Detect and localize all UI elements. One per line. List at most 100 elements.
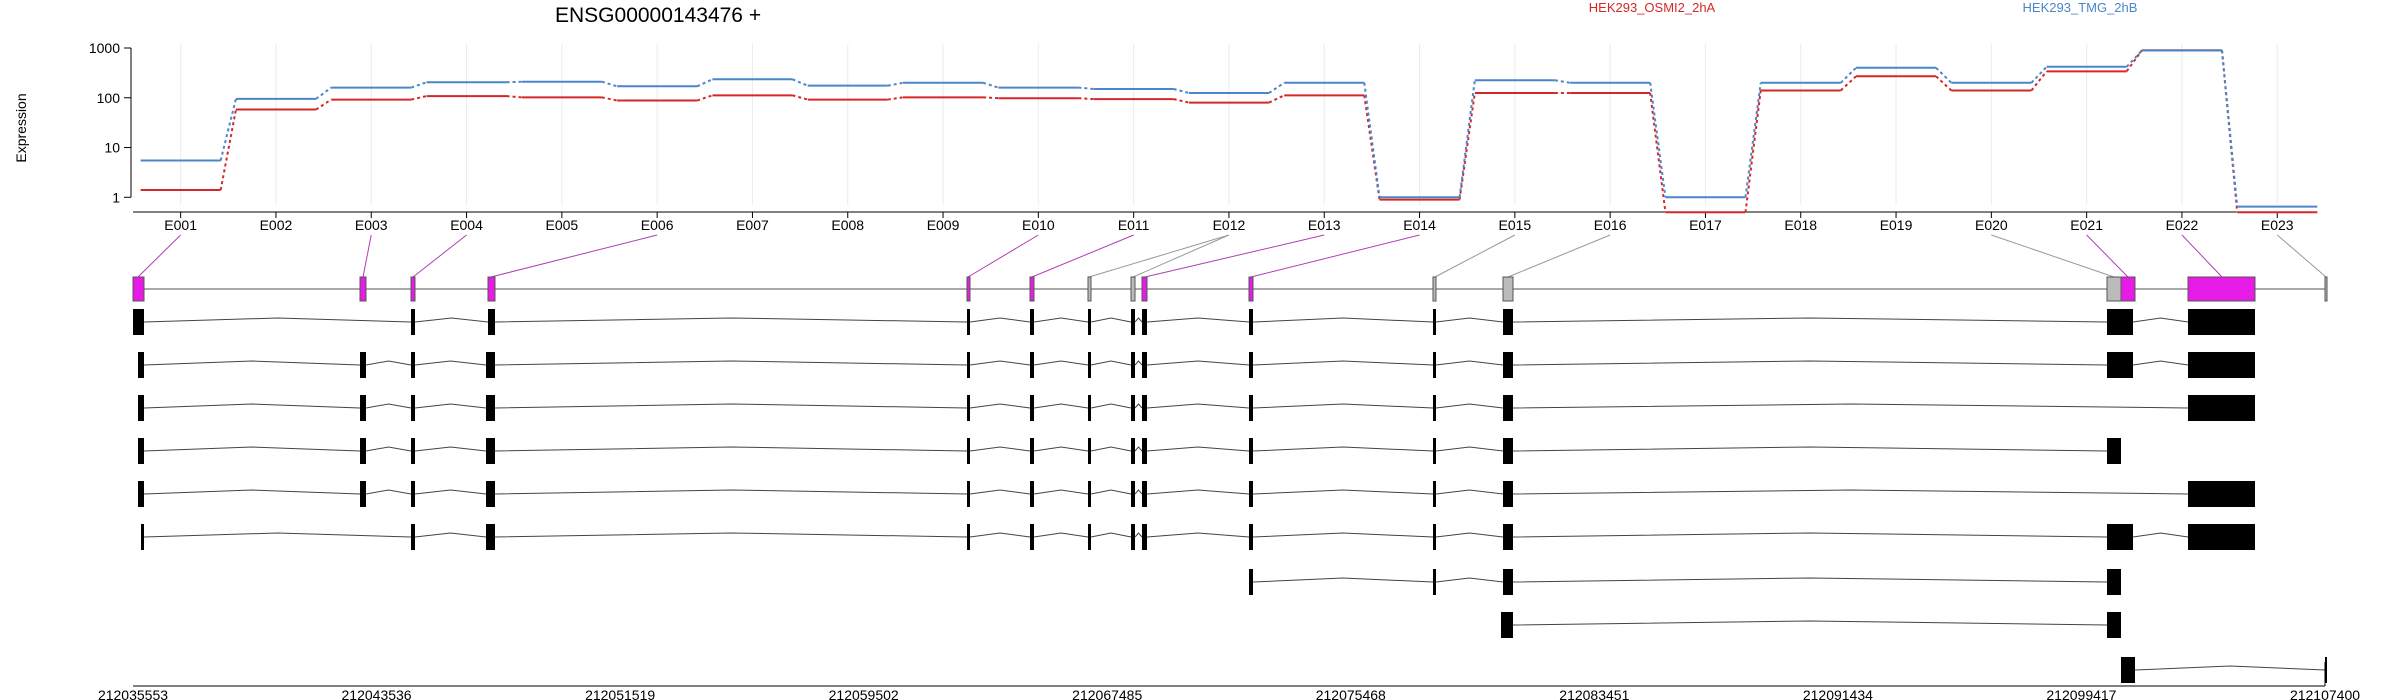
genome-axis: 212035553 212043536 212051519 212059502 2120…	[98, 662, 2360, 700]
legend-series-1: HEK293_OSMI2_2hA	[1589, 0, 1716, 15]
exon-connector	[362, 234, 372, 278]
exon-block	[2106, 276, 2122, 302]
y-tick-label: 1000	[89, 40, 120, 56]
transcript-exon	[1088, 438, 1091, 464]
transcript-exon	[1433, 352, 1436, 378]
exon-connector	[1250, 234, 1420, 278]
series-connector	[1649, 82, 1667, 198]
exon-connector	[1031, 234, 1134, 278]
intron-line	[1033, 317, 1089, 323]
intron-line	[1252, 360, 1434, 366]
transcript-exon	[486, 395, 495, 421]
transcript-exon	[360, 352, 366, 378]
exon-block	[2120, 276, 2136, 302]
intron-line	[1146, 360, 1250, 366]
transcript-exon	[1088, 352, 1091, 378]
transcript-exon	[411, 481, 415, 507]
x-tick-label: E002	[260, 217, 293, 233]
transcript-exon	[1088, 524, 1091, 550]
intron-line	[414, 532, 487, 538]
genome-tick-label: 212083451	[1559, 687, 1629, 700]
series-connector	[315, 86, 332, 100]
exon-connector	[1088, 234, 1230, 278]
exon-connector	[2086, 234, 2129, 278]
intron-line	[414, 403, 487, 409]
series-connector	[1173, 98, 1190, 104]
exon-connectors	[137, 234, 2327, 278]
transcript-exon	[1433, 438, 1436, 464]
exon-connector	[412, 234, 467, 278]
transcript-exon	[2107, 352, 2133, 378]
x-tick-label: E021	[2070, 217, 2103, 233]
transcript-exon	[1030, 309, 1034, 335]
intron-line	[143, 489, 361, 495]
series-2	[140, 49, 2318, 208]
transcript-exon	[1142, 395, 1147, 421]
exon-block	[487, 276, 496, 302]
genome-tick-label: 212107400	[2290, 687, 2360, 700]
transcript-exon	[411, 352, 415, 378]
transcript-row	[141, 524, 2255, 550]
transcript-exon	[1249, 438, 1253, 464]
transcript-exon	[1088, 395, 1091, 421]
intron-line	[2132, 532, 2189, 538]
intron-line	[1435, 317, 1504, 323]
transcript-exon	[138, 395, 144, 421]
transcript-exon	[1131, 352, 1135, 378]
x-tick-label: E006	[641, 217, 674, 233]
x-tick-label: E020	[1975, 217, 2008, 233]
transcript-exon	[1142, 438, 1147, 464]
x-tick-label: E005	[545, 217, 578, 233]
transcript-exon	[1030, 481, 1034, 507]
x-tick-label: E023	[2261, 217, 2294, 233]
intron-line	[1252, 532, 1434, 538]
series-connector	[2220, 50, 2239, 207]
transcript-exon	[1503, 309, 1513, 335]
gene-title: ENSG00000143476 +	[555, 4, 761, 27]
transcript-exon	[1142, 524, 1147, 550]
intron-line	[1134, 317, 1143, 323]
y-tick-label: 1	[112, 189, 120, 205]
exon-connector	[1434, 234, 1516, 278]
transcript-exon	[1501, 612, 1513, 638]
transcript-exon	[1030, 395, 1034, 421]
series-connector	[315, 98, 332, 111]
transcript-exon	[1503, 569, 1513, 595]
series-connector	[792, 94, 808, 101]
intron-line	[143, 317, 412, 323]
transcript-exon	[1503, 352, 1513, 378]
transcript-exon	[967, 481, 970, 507]
series-connector	[601, 96, 618, 102]
intron-line	[1090, 489, 1132, 495]
transcript-exon	[1433, 524, 1436, 550]
transcript-exon	[1249, 395, 1253, 421]
intron-line	[1146, 532, 1250, 538]
intron-line	[1134, 489, 1143, 495]
transcript-exon	[360, 395, 366, 421]
intron-line	[1512, 317, 2108, 323]
transcript-exon	[1249, 309, 1253, 335]
transcript-exon	[1030, 438, 1034, 464]
intron-line	[969, 403, 1031, 409]
transcript-exon	[1142, 309, 1147, 335]
x-tick-label: E012	[1213, 217, 1246, 233]
series-connector	[1268, 94, 1285, 104]
transcript-row	[1501, 612, 2121, 638]
intron-line	[494, 403, 968, 409]
transcript-exon	[2107, 524, 2133, 550]
transcript-exon	[967, 395, 970, 421]
exon-block	[2324, 276, 2328, 302]
series-connector	[1935, 75, 1953, 92]
transcript-exon	[1503, 438, 1513, 464]
intron-line	[1435, 577, 1504, 583]
intron-line	[1146, 446, 1250, 452]
intron-line	[494, 532, 968, 538]
intron-line	[1134, 360, 1143, 366]
intron-line	[414, 446, 487, 452]
series-connector	[2030, 66, 2048, 84]
series-connector	[219, 109, 237, 191]
transcript-exon	[486, 438, 495, 464]
exon-block	[1130, 276, 1136, 302]
exon-map	[132, 276, 2328, 302]
